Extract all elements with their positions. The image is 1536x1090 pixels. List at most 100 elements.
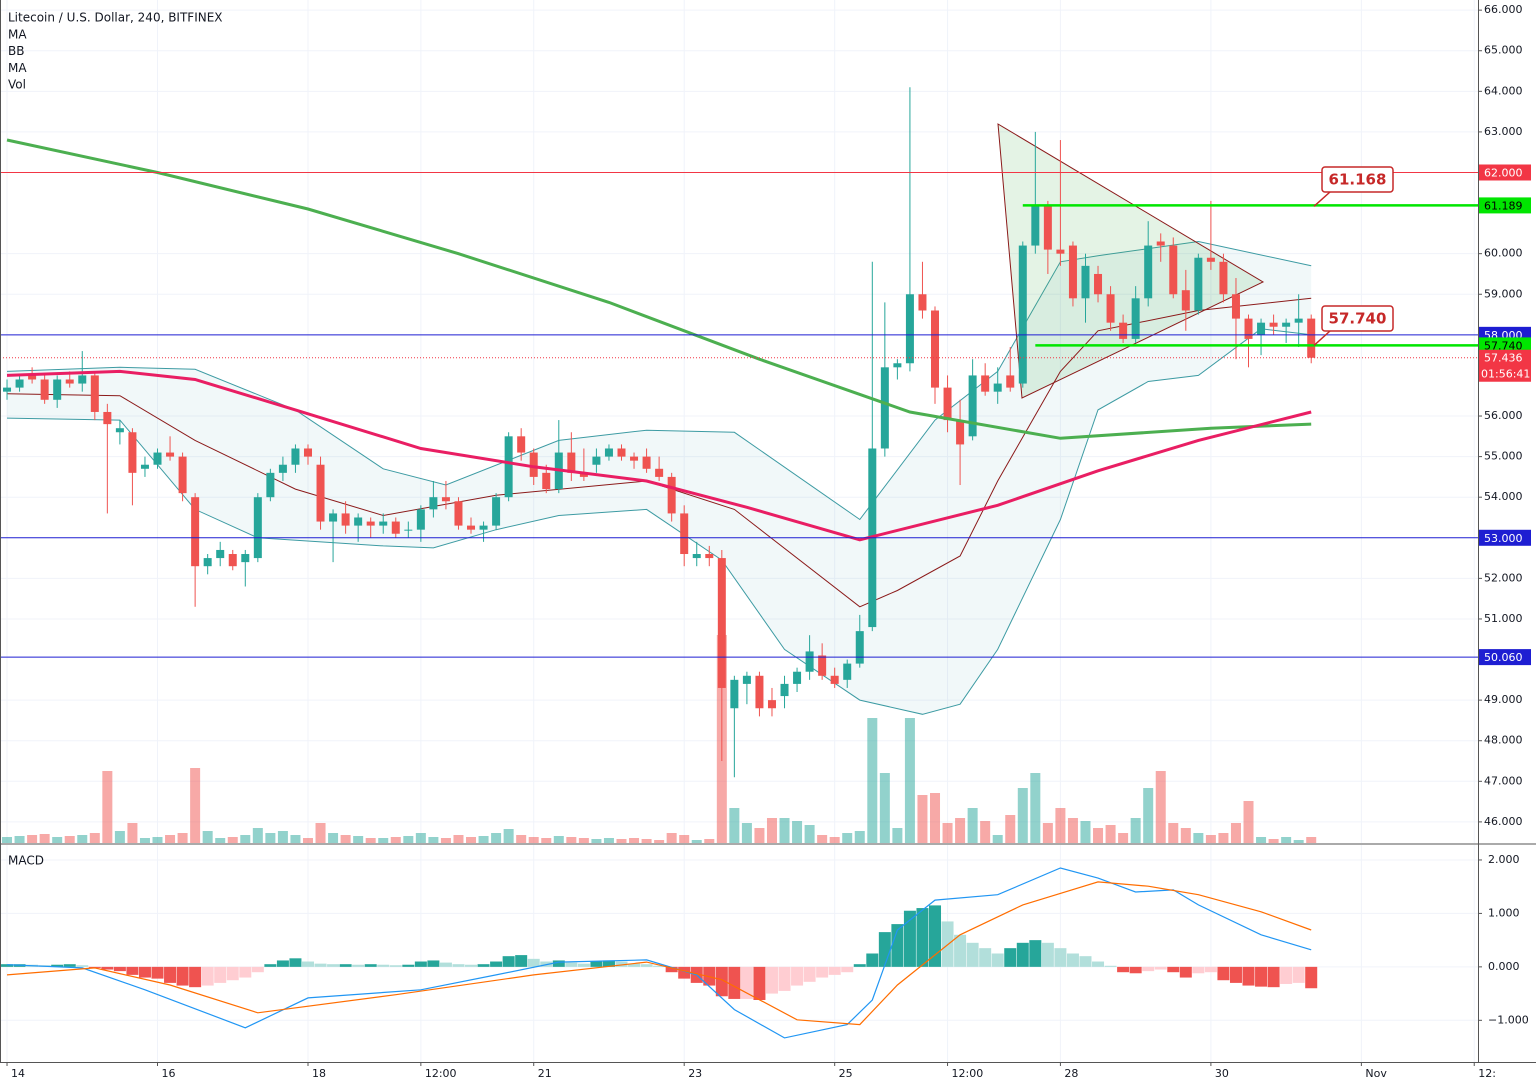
- price-tag: [1479, 197, 1531, 214]
- histogram-bar: [465, 964, 478, 967]
- histogram-bar: [289, 958, 302, 967]
- volume-bar: [754, 828, 765, 843]
- candle-body: [931, 310, 940, 388]
- volume-bar: [1268, 839, 1279, 843]
- histogram-bar: [339, 964, 352, 967]
- volume-bar: [340, 835, 351, 843]
- histogram-bar: [740, 966, 753, 999]
- volume-bar: [992, 835, 1003, 843]
- volume-bar: [127, 823, 138, 843]
- histogram-bar: [502, 956, 515, 967]
- volume-bar: [440, 838, 451, 843]
- callout-text: 61.168: [1329, 171, 1387, 189]
- callout-pointer: [1313, 191, 1331, 207]
- histogram-bar: [665, 966, 678, 973]
- histogram-bar: [853, 964, 866, 967]
- volume-bar: [39, 834, 50, 843]
- candle-body: [278, 464, 287, 473]
- volume-bar: [654, 840, 665, 843]
- histogram-bar: [816, 966, 829, 978]
- volume-bar: [466, 837, 477, 843]
- volume-bar: [240, 835, 251, 843]
- histogram-bar: [615, 961, 628, 967]
- candle-body: [604, 448, 613, 457]
- histogram-bar: [1192, 966, 1205, 974]
- histogram-bar: [1292, 966, 1305, 983]
- histogram-bar: [753, 966, 766, 1000]
- x-tick-label: 23: [688, 1067, 702, 1080]
- volume-bar: [942, 823, 953, 843]
- volume-bar: [741, 823, 752, 843]
- candle-body: [103, 411, 112, 425]
- callout-text: 57.740: [1329, 310, 1387, 328]
- candle-body: [303, 448, 312, 457]
- candle-body: [166, 452, 175, 457]
- y-tick-label: 47.000: [1484, 774, 1523, 787]
- volume-bar: [478, 836, 489, 843]
- histogram-bar: [138, 966, 151, 978]
- candle-body: [191, 497, 200, 567]
- y-tick-label: 51.000: [1484, 612, 1523, 625]
- candle-body: [905, 294, 914, 364]
- histogram-bar: [264, 964, 277, 967]
- histogram-bar: [352, 964, 365, 967]
- histogram-bar: [991, 953, 1004, 967]
- histogram-bar: [1280, 966, 1293, 984]
- histogram-bar: [954, 934, 967, 967]
- histogram-bar: [590, 961, 603, 967]
- histogram-bar: [301, 961, 314, 967]
- bb-upper: [6, 240, 1312, 521]
- volume-bar: [1281, 837, 1292, 843]
- histogram-bar: [866, 953, 879, 967]
- candle-body: [855, 631, 864, 664]
- volume-bar: [566, 837, 577, 843]
- volume-bar: [89, 833, 100, 843]
- candle-body: [667, 476, 676, 514]
- candle-body: [416, 509, 425, 530]
- candle-body: [943, 387, 952, 421]
- histogram-bar: [314, 963, 327, 967]
- histogram-bar: [226, 966, 239, 981]
- volume-bar: [779, 818, 790, 843]
- volume-bar: [215, 838, 226, 843]
- volume-bar: [892, 828, 903, 843]
- candle-body: [379, 521, 388, 526]
- volume-bar: [704, 839, 715, 843]
- volume-bar: [353, 836, 364, 843]
- candle-body: [140, 464, 149, 469]
- volume-bar: [1168, 823, 1179, 843]
- histogram-bar: [51, 964, 64, 967]
- indicator-label: BB: [8, 44, 24, 58]
- candle-body: [805, 651, 814, 672]
- candle-body: [1231, 294, 1240, 319]
- candle-body: [1169, 245, 1178, 295]
- histogram-bar: [1267, 966, 1280, 988]
- candle-body: [467, 525, 476, 530]
- candle-body: [228, 554, 237, 567]
- histogram-bar: [1054, 948, 1067, 967]
- volume-bar: [390, 837, 401, 843]
- histogram-bar: [1129, 966, 1142, 974]
- volume-bar: [516, 835, 527, 843]
- volume-bar: [1293, 840, 1304, 843]
- candle-body: [529, 452, 538, 477]
- candle-body: [981, 375, 990, 392]
- histogram-bar: [1016, 942, 1029, 967]
- candle-body: [28, 375, 37, 380]
- candle-body: [1307, 318, 1316, 358]
- x-tick-label: 14: [11, 1067, 25, 1080]
- histogram-bar: [76, 965, 89, 967]
- candle-body: [680, 513, 689, 555]
- candle-body: [316, 464, 325, 522]
- candle-body: [78, 375, 87, 384]
- volume-bar: [578, 838, 589, 843]
- histogram-bar: [327, 964, 340, 967]
- candle-body: [1068, 245, 1077, 299]
- histogram-bar: [126, 966, 139, 975]
- volume-bar: [541, 838, 552, 843]
- histogram-bar: [377, 964, 390, 967]
- macd-line: [6, 867, 1312, 1039]
- candle-body: [504, 436, 513, 498]
- volume-bar: [1105, 825, 1116, 843]
- histogram-bar: [728, 966, 741, 999]
